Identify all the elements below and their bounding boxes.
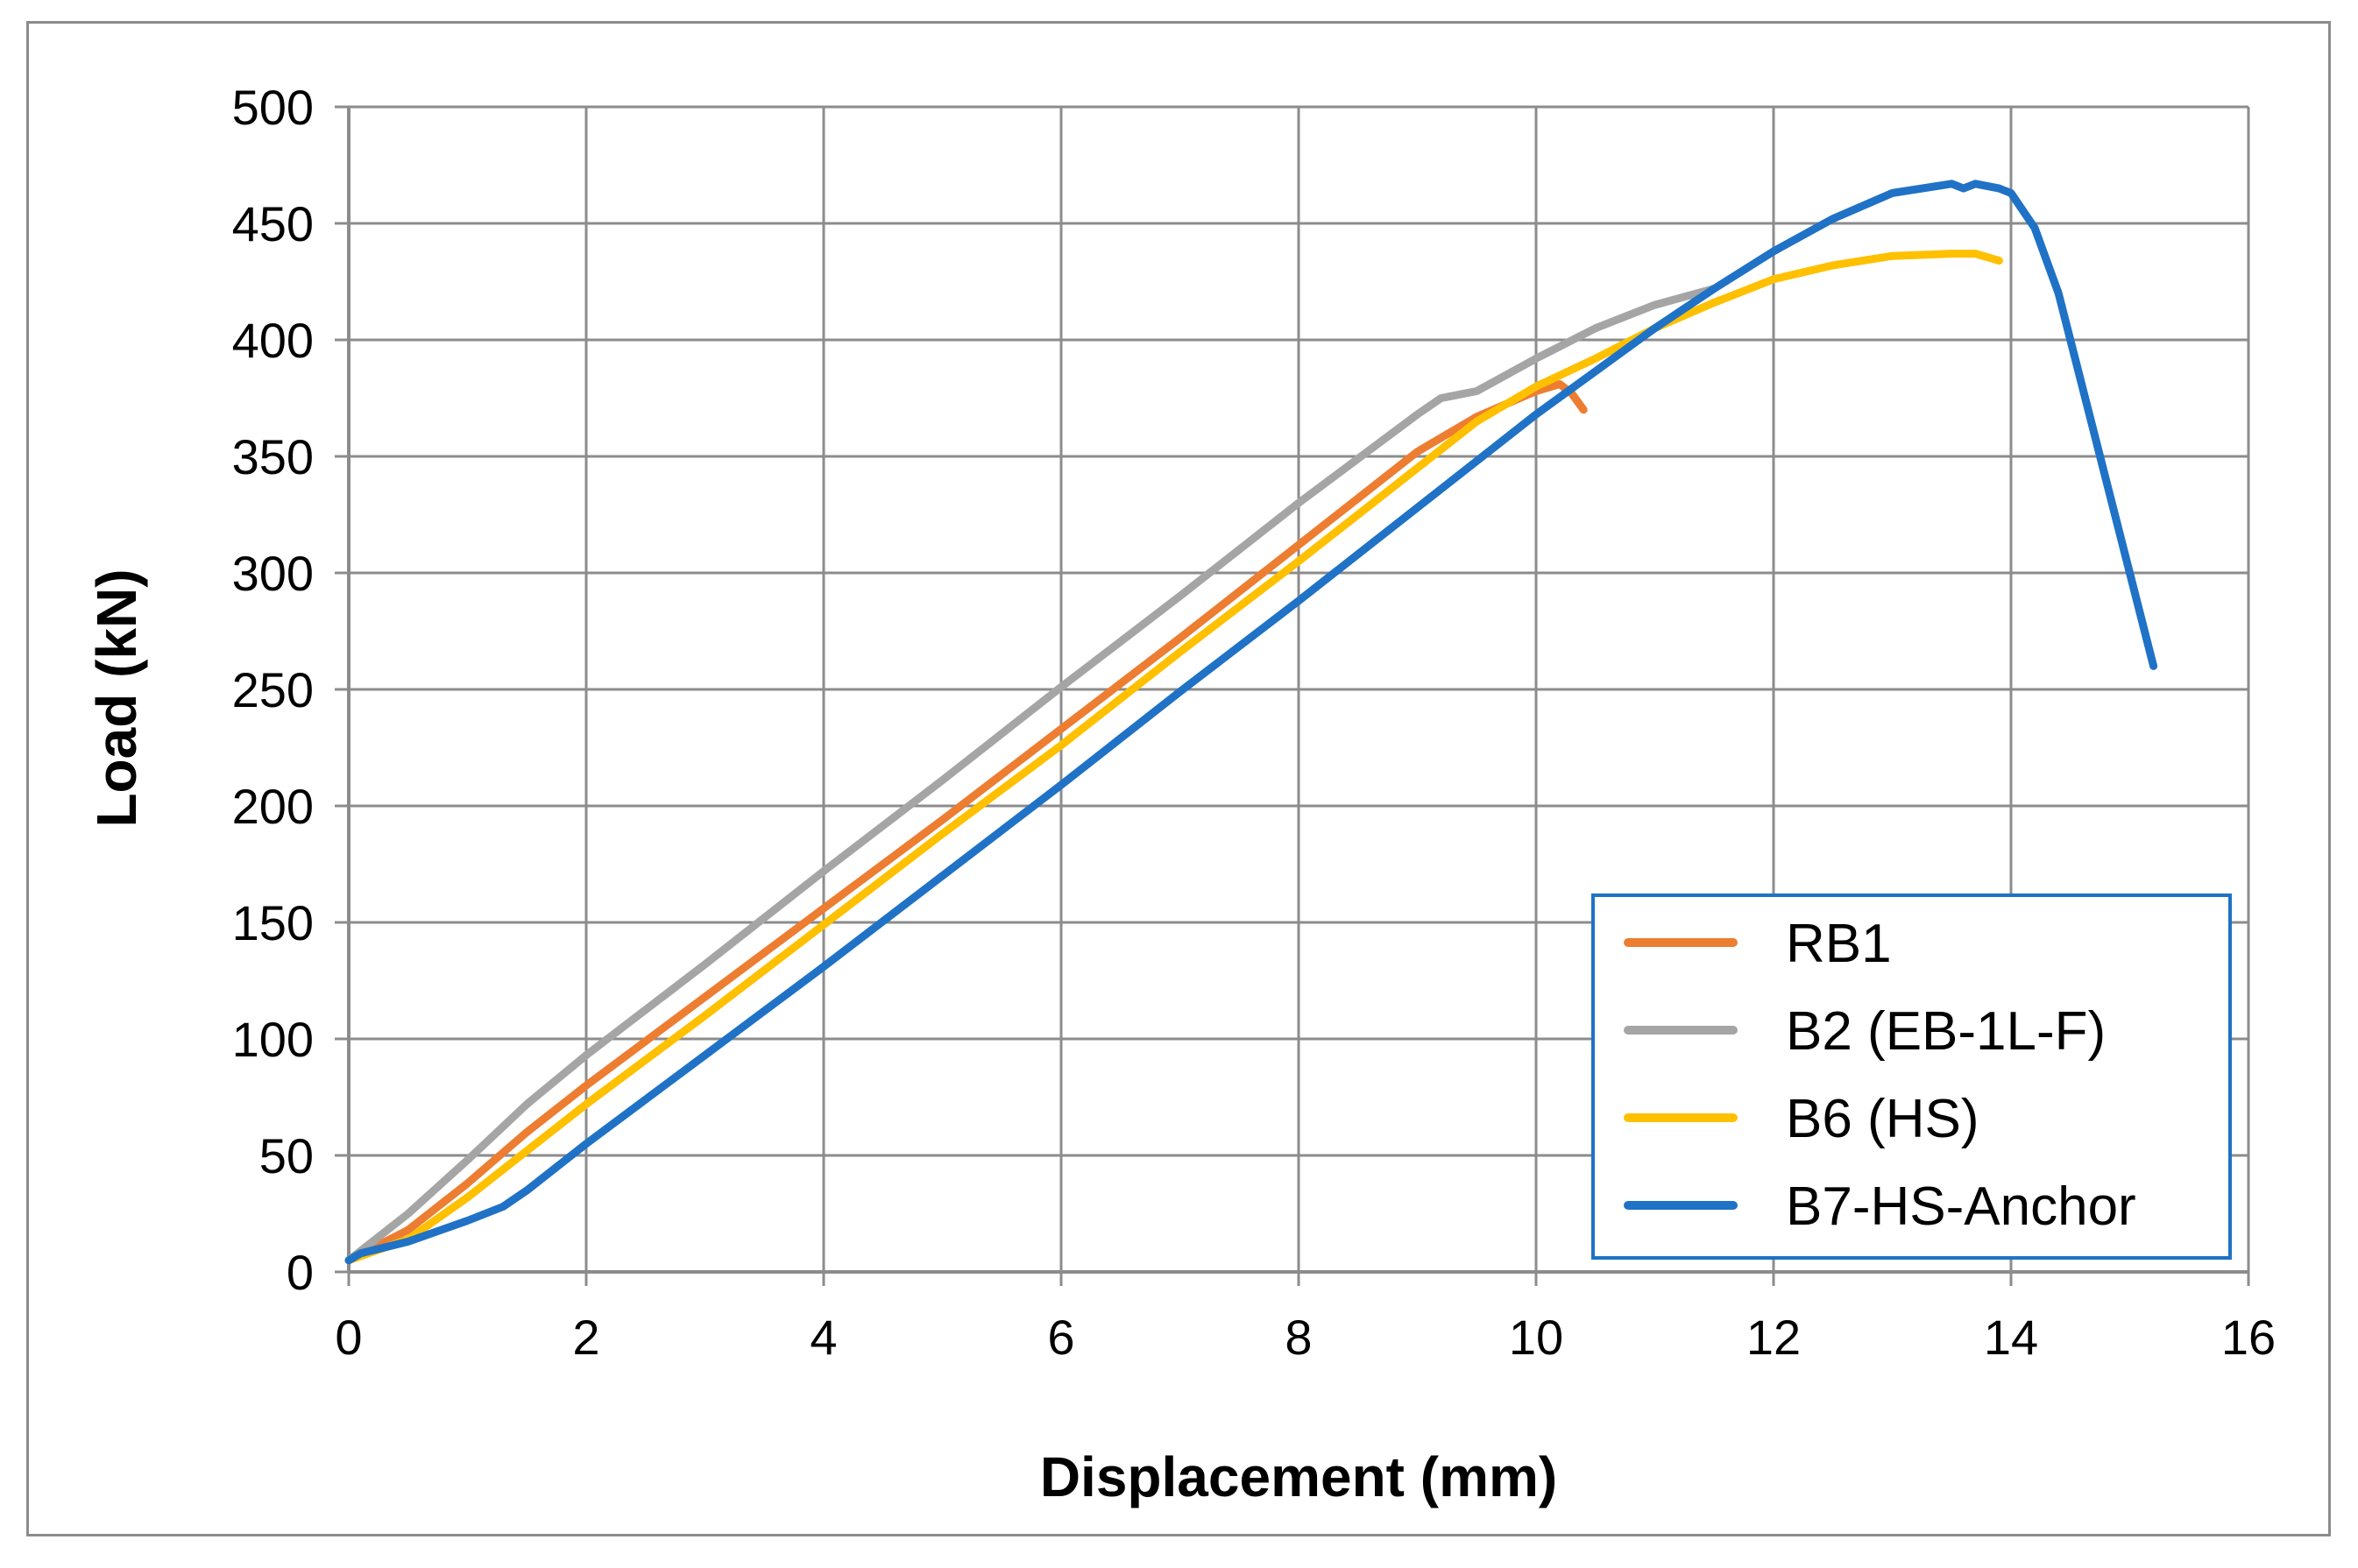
- y-tick-label: 50: [259, 1128, 314, 1183]
- legend-box: [1591, 893, 2232, 1260]
- x-tick-label: 2: [572, 1310, 599, 1365]
- legend-label: B7-HS-Anchor: [1786, 1176, 2136, 1237]
- x-tick-label: 6: [1047, 1310, 1074, 1365]
- y-tick-label: 250: [232, 662, 314, 717]
- y-axis-title: Load (kN): [85, 569, 148, 827]
- series-line-4: [344, 180, 2158, 1265]
- series-lines: [344, 180, 2158, 1265]
- series-line-3: [344, 250, 2003, 1265]
- y-tick-label: 350: [232, 429, 314, 484]
- axes: [335, 105, 2250, 1286]
- tick-labels: 0 2 4 6 8 10 12 14 16 0 50 100 150 200 250 300 350 400 450…: [232, 80, 2277, 1365]
- x-tick-label: 0: [335, 1310, 362, 1365]
- y-tick-label: 0: [287, 1245, 314, 1300]
- y-tick-label: 150: [232, 895, 314, 950]
- y-tick-label: 300: [232, 546, 314, 601]
- legend-label: B6 (HS): [1786, 1089, 1979, 1149]
- legend: RB1 B2 (EB-1L-F) B6 (HS) B7-HS-Anchor: [1591, 893, 2232, 1260]
- x-axis-title: Displacement (mm): [1040, 1445, 1557, 1508]
- legend-label: B2 (EB-1L-F): [1786, 1001, 2106, 1062]
- series-line-2: [344, 285, 1718, 1265]
- legend-items: RB1 B2 (EB-1L-F) B6 (HS) B7-HS-Anchor: [1624, 914, 2136, 1237]
- y-tick-label: 400: [232, 313, 314, 368]
- y-tick-label: 500: [232, 80, 314, 135]
- y-tick-label: 200: [232, 779, 314, 834]
- y-tick-label: 100: [232, 1012, 314, 1067]
- x-tick-label: 16: [2221, 1310, 2276, 1365]
- x-tick-label: 10: [1509, 1310, 1563, 1365]
- x-tick-label: 12: [1746, 1310, 1801, 1365]
- chart-frame: [26, 21, 2331, 1536]
- x-tick-label: 8: [1285, 1310, 1312, 1365]
- series-line-1: [344, 380, 1588, 1265]
- y-tick-label: 450: [232, 196, 314, 251]
- legend-label: RB1: [1786, 914, 1892, 974]
- x-tick-label: 14: [1984, 1310, 2038, 1365]
- x-tick-label: 4: [810, 1310, 837, 1365]
